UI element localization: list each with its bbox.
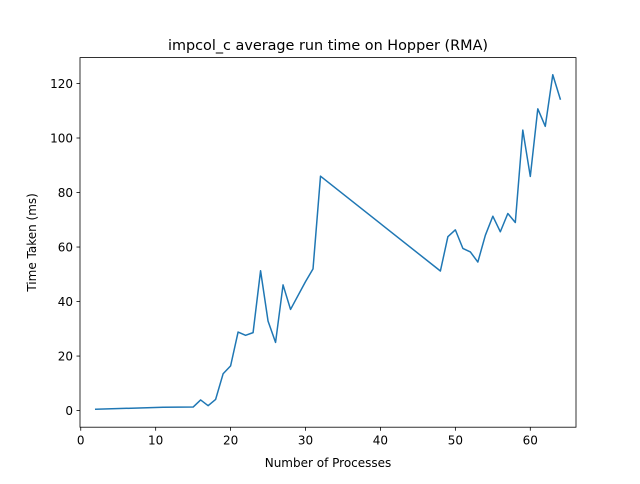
- x-axis-label: Number of Processes: [265, 456, 392, 470]
- x-tick-label: 0: [77, 434, 85, 448]
- series-line: [96, 75, 561, 409]
- plot-frame: [80, 58, 576, 428]
- y-axis-label: Time Taken (ms): [25, 193, 39, 293]
- x-tick-label: 50: [448, 434, 463, 448]
- x-tick-label: 10: [148, 434, 163, 448]
- y-tick-label: 60: [58, 240, 73, 254]
- y-tick-label: 20: [58, 349, 73, 363]
- y-tick-label: 120: [50, 77, 73, 91]
- x-tick-label: 40: [373, 434, 388, 448]
- chart-title: impcol_c average run time on Hopper (RMA…: [168, 38, 488, 54]
- y-tick-label: 40: [58, 295, 73, 309]
- x-tick-label: 60: [523, 434, 538, 448]
- x-tick-label: 20: [223, 434, 238, 448]
- series-layer: [96, 75, 561, 409]
- x-tick-label: 30: [298, 434, 313, 448]
- y-tick-label: 0: [65, 404, 73, 418]
- y-tick-label: 80: [58, 186, 73, 200]
- y-axis-ticks: 0 20 40 60 80 100 120: [50, 77, 80, 418]
- y-tick-label: 100: [50, 131, 73, 145]
- x-axis-ticks: 0 10 20 30 40 50 60: [77, 427, 538, 448]
